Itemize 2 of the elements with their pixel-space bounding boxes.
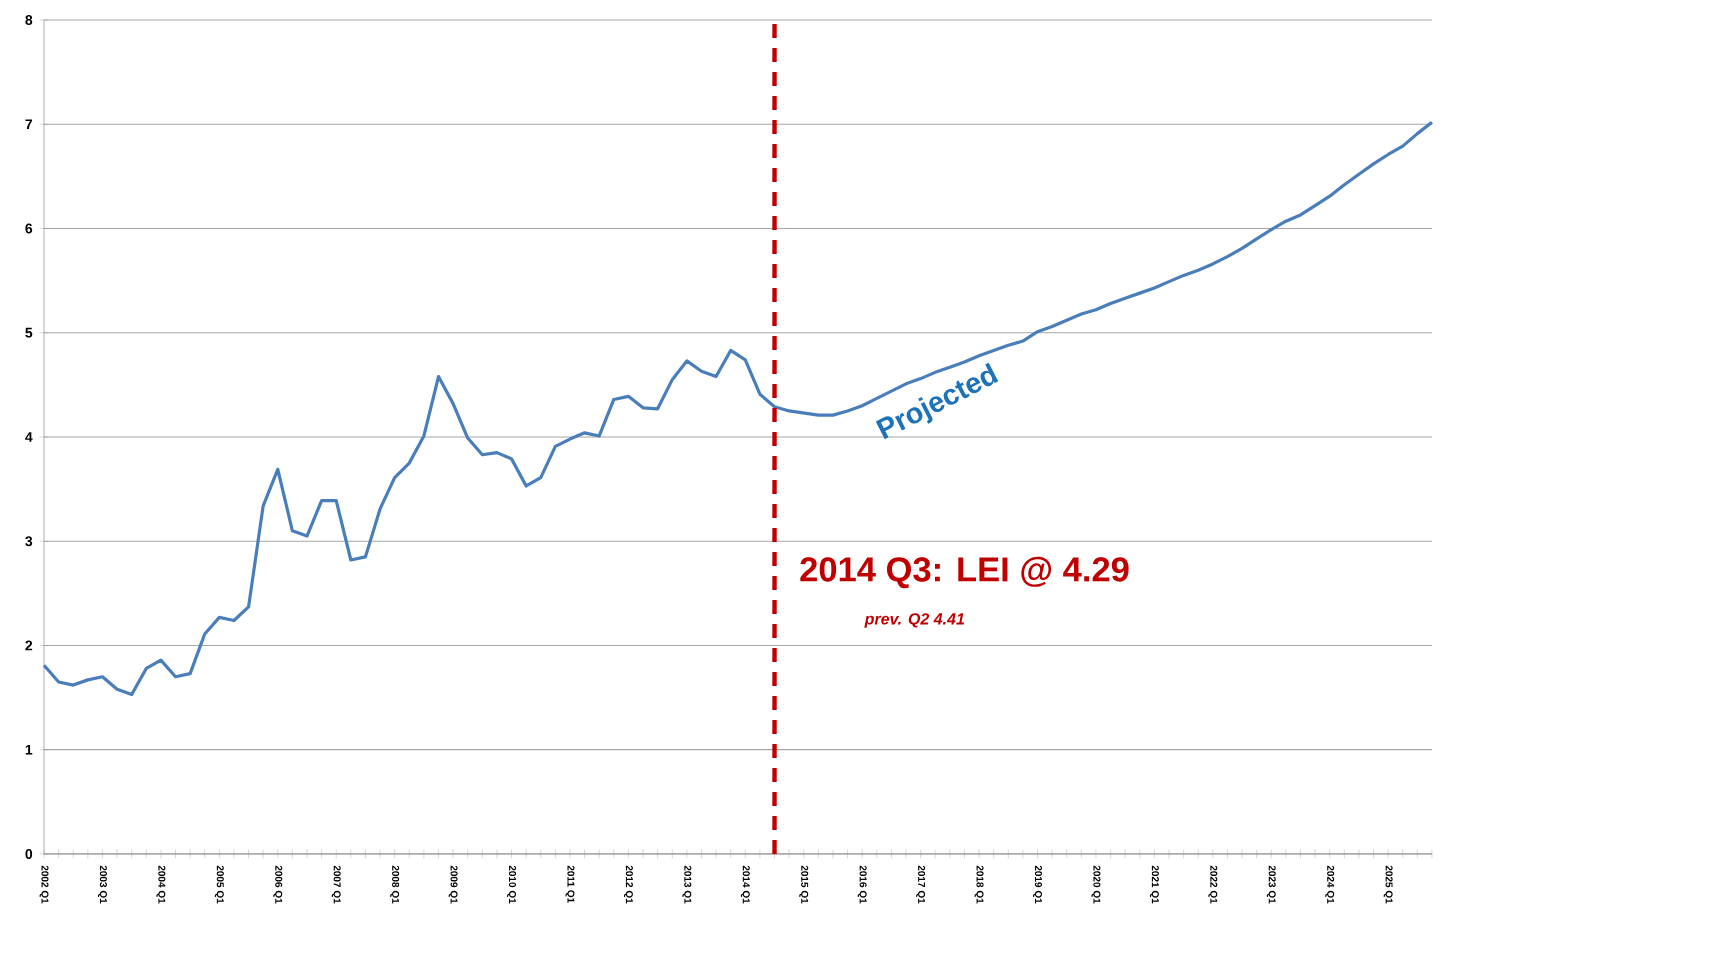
annotation: prev. Q2 4.41 [864, 613, 965, 628]
annotation: 2014 Q3: LEI @ 4.29 [800, 556, 1129, 589]
